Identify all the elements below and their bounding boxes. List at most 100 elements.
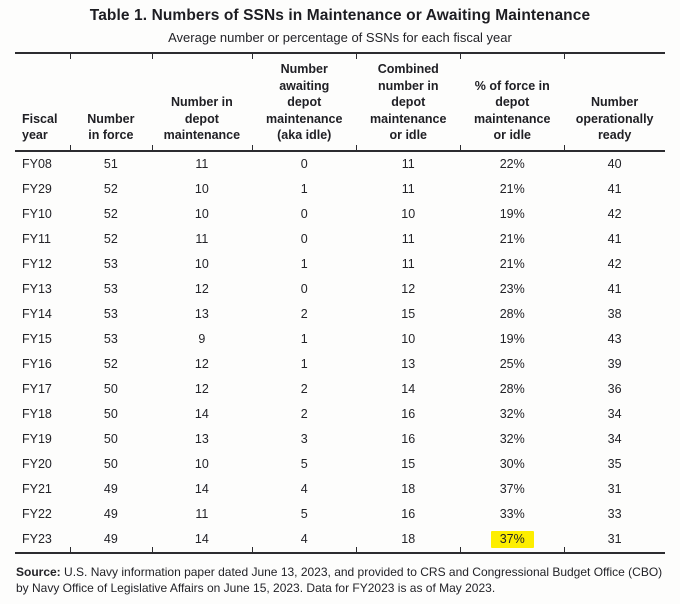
cell-value: 0 — [300, 232, 308, 246]
cell-value: 11 — [195, 157, 209, 171]
cell-value: 2 — [300, 307, 308, 321]
column-divider-tick — [460, 547, 462, 552]
cell-value: 37% — [460, 527, 564, 552]
cell-value: 36 — [607, 382, 622, 396]
cell-value: 3 — [300, 432, 308, 446]
column-divider-tick — [70, 53, 72, 59]
cell-value: 28% — [499, 382, 525, 396]
cell-fiscal-year: FY13 — [22, 282, 52, 296]
column-header-percent-of-force: % of force in depot maintenance or idle — [474, 78, 551, 143]
cell-value: 41 — [607, 282, 622, 296]
table-subtitle: Average number or percentage of SSNs for… — [168, 30, 512, 45]
cell-value: 41 — [607, 232, 622, 246]
cell-value: 52 — [103, 182, 118, 196]
table-row: FY15 53 9 1 10 19% 43 — [15, 327, 665, 352]
cell-value: 12 — [194, 282, 209, 296]
table-body: FY08 51 11 0 11 22% 40 FY29 52 10 1 11 21% 41 FY10 52 10… — [15, 152, 665, 552]
cell-value: 32% — [499, 432, 525, 446]
cell-value: 22% — [499, 157, 525, 171]
cell-value: 1 — [300, 357, 308, 371]
cell-value: 4 — [300, 532, 308, 546]
cell-value: 11 — [195, 507, 209, 521]
table-bottom-rule — [15, 547, 665, 554]
cell-value: 52 — [103, 232, 118, 246]
table-row: FY23 49 14 4 18 37% 31 — [15, 527, 665, 552]
cell-value: 0 — [300, 282, 308, 296]
cell-fiscal-year: FY29 — [22, 182, 52, 196]
cell-value: 14 — [194, 482, 209, 496]
cell-value: 51 — [103, 157, 118, 171]
cell-value: 52 — [103, 207, 118, 221]
cell-value: 19% — [499, 207, 525, 221]
cell-value: 50 — [103, 407, 118, 421]
cell-value: 1 — [300, 332, 308, 346]
table-row: FY18 50 14 2 16 32% 34 — [15, 402, 665, 427]
cell-value: 35 — [607, 457, 622, 471]
column-header-fiscal-year: Fiscal year — [22, 111, 58, 143]
cell-value: 32% — [499, 407, 525, 421]
table-row: FY10 52 10 0 10 19% 42 — [15, 202, 665, 227]
cell-value: 16 — [401, 432, 416, 446]
column-header-number-in-force: Number in force — [87, 111, 135, 143]
cell-value: 25% — [499, 357, 525, 371]
column-divider-tick — [70, 144, 72, 150]
cell-value: 19% — [499, 332, 525, 346]
table-top-rule — [15, 52, 665, 59]
cell-value: 12 — [194, 382, 209, 396]
cell-value: 10 — [194, 207, 209, 221]
highlighted-value: 37% — [490, 531, 534, 548]
cell-value: 10 — [194, 182, 209, 196]
source-label: Source: — [16, 564, 61, 579]
cell-value: 42 — [607, 257, 622, 271]
cell-fiscal-year: FY08 — [22, 157, 52, 171]
cell-fiscal-year: FY18 — [22, 407, 52, 421]
cell-value: 30% — [499, 457, 525, 471]
cell-fiscal-year: FY23 — [22, 532, 52, 546]
cell-value: 5 — [300, 507, 308, 521]
cell-fiscal-year: FY10 — [22, 207, 52, 221]
column-divider-tick — [460, 53, 462, 59]
column-divider-tick — [252, 53, 254, 59]
table-row: FY12 53 10 1 11 21% 42 — [15, 252, 665, 277]
column-divider-tick — [564, 53, 566, 59]
cell-value: 14 — [194, 532, 209, 546]
table-row: FY13 53 12 0 12 23% 41 — [15, 277, 665, 302]
cell-value: 11 — [401, 182, 415, 196]
column-divider-tick — [151, 53, 153, 59]
cell-value: 53 — [103, 282, 118, 296]
cell-value: 14 — [401, 382, 416, 396]
column-header-awaiting-maintenance: Number awaiting depot maintenance (aka i… — [266, 62, 343, 142]
cell-value: 2 — [300, 407, 308, 421]
cell-value: 10 — [401, 207, 416, 221]
cell-value: 53 — [103, 332, 118, 346]
table-row: FY11 52 11 0 11 21% 41 — [15, 227, 665, 252]
cell-value: 18 — [401, 482, 416, 496]
column-divider-tick — [564, 547, 566, 552]
cell-value: 16 — [401, 407, 416, 421]
cell-value: 1 — [300, 182, 308, 196]
cell-value: 0 — [300, 207, 308, 221]
column-divider-tick — [70, 547, 72, 552]
cell-value: 34 — [607, 407, 622, 421]
cell-value: 4 — [300, 482, 308, 496]
cell-fiscal-year: FY20 — [22, 457, 52, 471]
cell-value: 16 — [401, 507, 416, 521]
cell-value: 38 — [607, 307, 622, 321]
cell-value: 39 — [607, 357, 622, 371]
cell-value: 18 — [401, 532, 416, 546]
cell-value: 13 — [401, 357, 416, 371]
cell-value: 34 — [607, 432, 622, 446]
cell-value: 5 — [300, 457, 308, 471]
cell-value: 33 — [607, 507, 622, 521]
cell-value: 9 — [198, 332, 206, 346]
cell-fiscal-year: FY12 — [22, 257, 52, 271]
cell-value: 40 — [607, 157, 622, 171]
table-row: FY20 50 10 5 15 30% 35 — [15, 452, 665, 477]
column-divider-tick — [356, 144, 358, 150]
column-divider-tick — [564, 144, 566, 150]
cell-fiscal-year: FY16 — [22, 357, 52, 371]
table-row: FY29 52 10 1 11 21% 41 — [15, 177, 665, 202]
cell-value: 41 — [607, 182, 622, 196]
cell-value: 2 — [300, 382, 308, 396]
column-divider-tick — [151, 144, 153, 150]
